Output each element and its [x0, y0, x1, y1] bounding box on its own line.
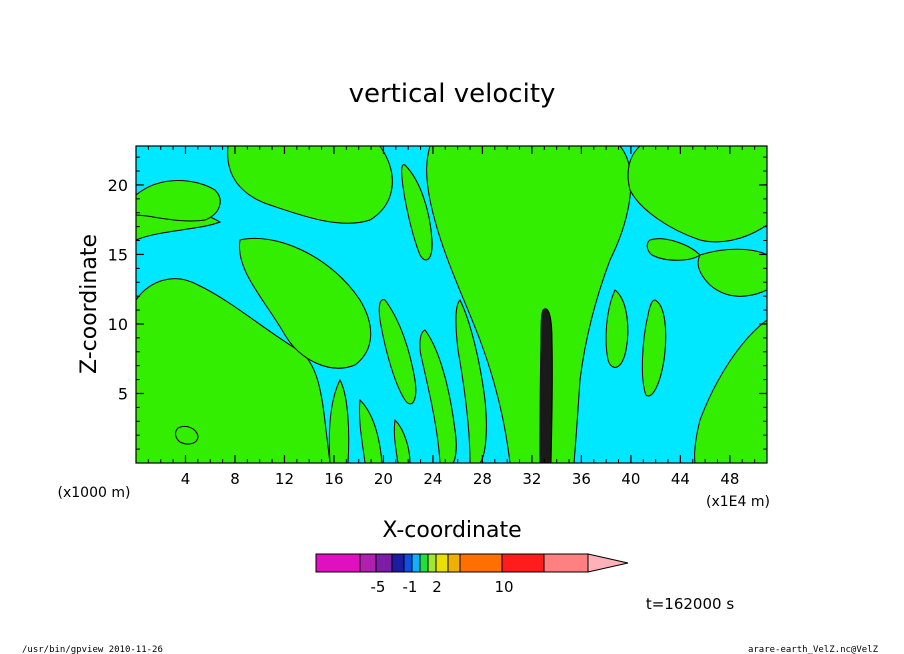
region-small-blob: [175, 425, 199, 445]
x-tick-label: 28: [473, 470, 492, 488]
colorbar-swatch: [403, 553, 413, 573]
plot-area: [136, 146, 767, 463]
region-left-lower: [136, 278, 331, 463]
region-top-right: [627, 146, 767, 243]
footer-right-text: arare-earth_VelZ.nc@VelZ: [748, 645, 879, 654]
colorbar-swatch: [419, 553, 429, 573]
colorbar-swatch: [411, 553, 421, 573]
region-right-strand: [641, 299, 667, 397]
positive-velocity-regions: [136, 146, 767, 463]
region-top-strand-a: [401, 164, 433, 261]
colorbar-swatch: [391, 553, 405, 573]
colorbar-labels: -5 -1 2 10: [371, 578, 514, 596]
updraft-core-main: [539, 308, 553, 463]
x-tick-label: 44: [671, 470, 690, 488]
chart-title: vertical velocity: [349, 79, 556, 109]
region-center-left-blob: [238, 237, 372, 369]
x-axis-label: X-coordinate: [382, 518, 521, 543]
x-tick-label: 20: [374, 470, 393, 488]
colorbar-swatch: [447, 553, 461, 573]
region-right-strand-2: [605, 289, 629, 368]
x-axis-unit: (x1E4 m): [706, 494, 770, 510]
plot-frame: [135, 145, 768, 464]
region-top-strand-b: [646, 238, 701, 261]
strong-updraft-core: [539, 308, 553, 463]
colorbar-tick-label: 10: [494, 578, 513, 596]
footer-left-text: /usr/bin/gpview 2010-11-26: [22, 645, 163, 654]
region-right-lower: [694, 319, 767, 463]
x-tick-label: 8: [230, 470, 240, 488]
colorbar-swatch: [375, 553, 393, 573]
colorbar-extension: [587, 553, 629, 573]
colorbar-swatch: [315, 553, 361, 573]
y-axis-unit: (x1000 m): [58, 485, 131, 501]
x-tick-label: 4: [181, 470, 191, 488]
y-axis-label: Z-coordinate: [77, 234, 102, 374]
region-center-strand-1: [378, 299, 417, 405]
y-tick-label: 5: [118, 384, 128, 403]
colorbar-swatch: [427, 553, 437, 573]
region-center-strand-3: [419, 329, 457, 463]
y-tick-label: 20: [108, 176, 128, 195]
x-tick-label: 24: [423, 470, 442, 488]
region-left-upper-band: [136, 180, 221, 222]
colorbar: [315, 553, 629, 573]
x-tick-label: 40: [621, 470, 640, 488]
y-tick-label: 15: [108, 245, 128, 264]
colorbar-swatch: [501, 553, 545, 573]
x-tick-label: 32: [522, 470, 541, 488]
region-center-strand-4: [455, 299, 487, 463]
x-tick-label: 48: [720, 470, 739, 488]
y-tick-label: 10: [108, 315, 128, 334]
region-top-left: [227, 146, 393, 224]
colorbar-swatch: [359, 553, 377, 573]
x-tick-label: 36: [572, 470, 591, 488]
colorbar-swatch: [543, 553, 589, 573]
colorbar-swatch: [435, 553, 449, 573]
region-center-strand-5: [359, 398, 383, 463]
x-tick-label: 16: [324, 470, 343, 488]
x-tick-label: 12: [275, 470, 294, 488]
region-right-upper: [697, 248, 767, 297]
time-label: t=162000 s: [646, 595, 734, 613]
colorbar-tick-label: -5: [371, 578, 386, 596]
colorbar-swatch: [459, 553, 503, 573]
region-center-strand-2: [328, 378, 350, 463]
colorbar-tick-label: 2: [432, 578, 442, 596]
region-center-strand-6: [393, 418, 411, 463]
colorbar-tick-label: -1: [403, 578, 418, 596]
